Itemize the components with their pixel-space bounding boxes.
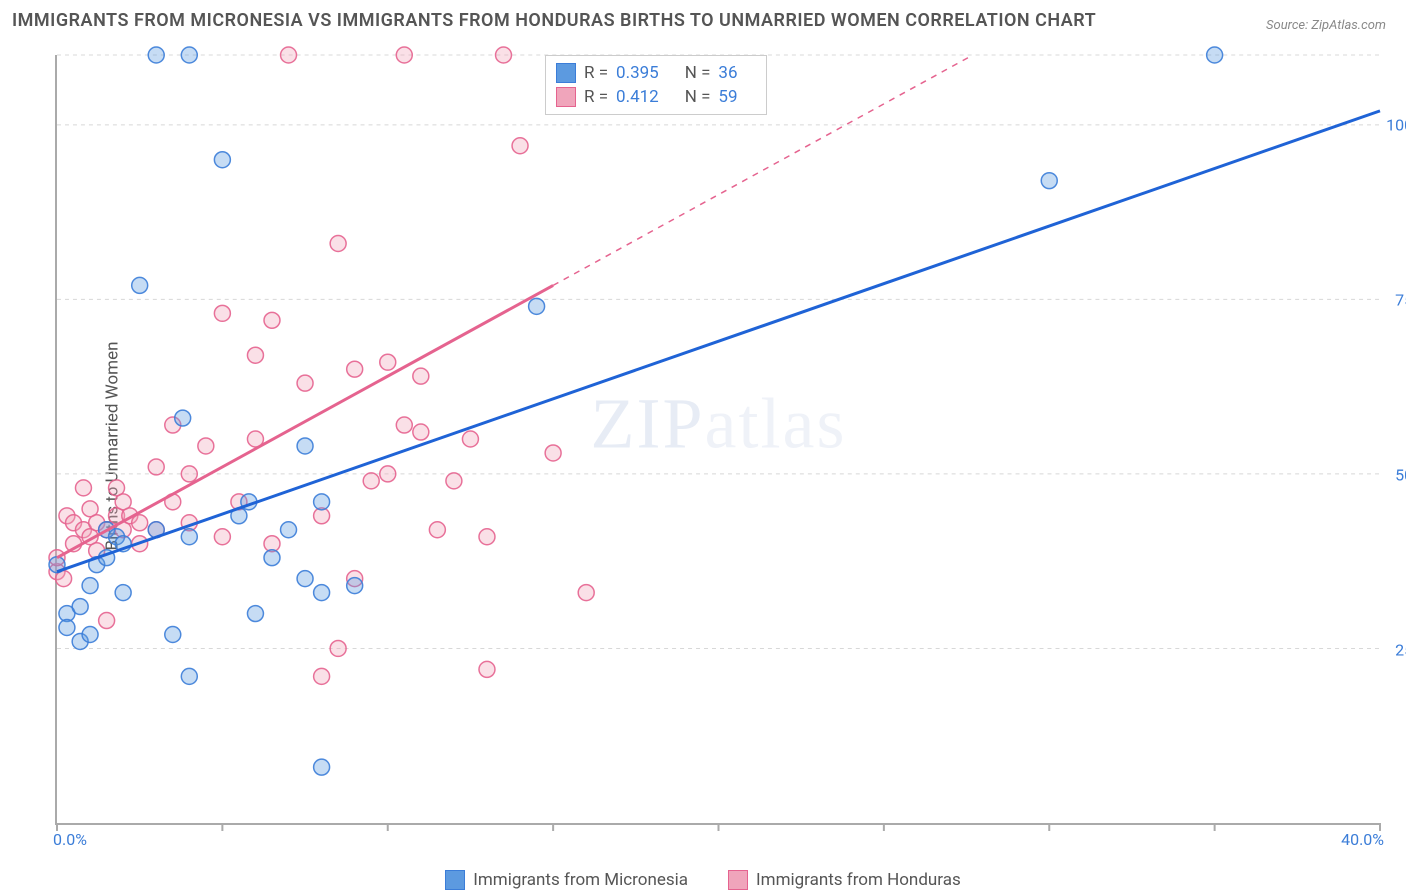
legend-swatch-icon [728,870,748,890]
series1-label: Immigrants from Micronesia [473,870,688,890]
y-tick-label: 100.0% [1386,116,1406,135]
legend-row-2: R = 0.412 N = 59 [556,85,756,109]
n-label: N = [685,87,711,107]
bottom-legend: Immigrants from Micronesia Immigrants fr… [0,870,1406,890]
y-tick-label: 75.0% [1395,291,1406,310]
source-attribution: Source: ZipAtlas.com [1266,18,1386,33]
r-label: R = [584,63,608,83]
x-tick-min: 0.0% [53,830,87,849]
n-value-2: 59 [718,87,737,107]
plot-svg [57,55,1380,823]
x-tick-max: 40.0% [1341,830,1384,849]
plot-area: ZIPatlas 0.0% 40.0% 25.0%50.0%75.0%100.0… [55,55,1380,825]
n-label: N = [685,63,711,83]
y-tick-label: 50.0% [1395,466,1406,485]
legend-swatch-icon [445,870,465,890]
legend-item-micronesia: Immigrants from Micronesia [445,870,688,890]
n-value-1: 36 [718,63,737,83]
y-tick-label: 25.0% [1395,641,1406,660]
r-label: R = [584,87,608,107]
r-value-2: 0.412 [616,87,659,107]
chart-title: IMMIGRANTS FROM MICRONESIA VS IMMIGRANTS… [12,10,1096,31]
series2-label: Immigrants from Honduras [756,870,961,890]
legend-row-1: R = 0.395 N = 36 [556,61,756,85]
stats-legend: R = 0.395 N = 36 R = 0.412 N = 59 [545,55,767,115]
r-value-1: 0.395 [616,63,659,83]
legend-swatch-honduras [556,87,576,107]
legend-swatch-micronesia [556,63,576,83]
legend-item-honduras: Immigrants from Honduras [728,870,961,890]
